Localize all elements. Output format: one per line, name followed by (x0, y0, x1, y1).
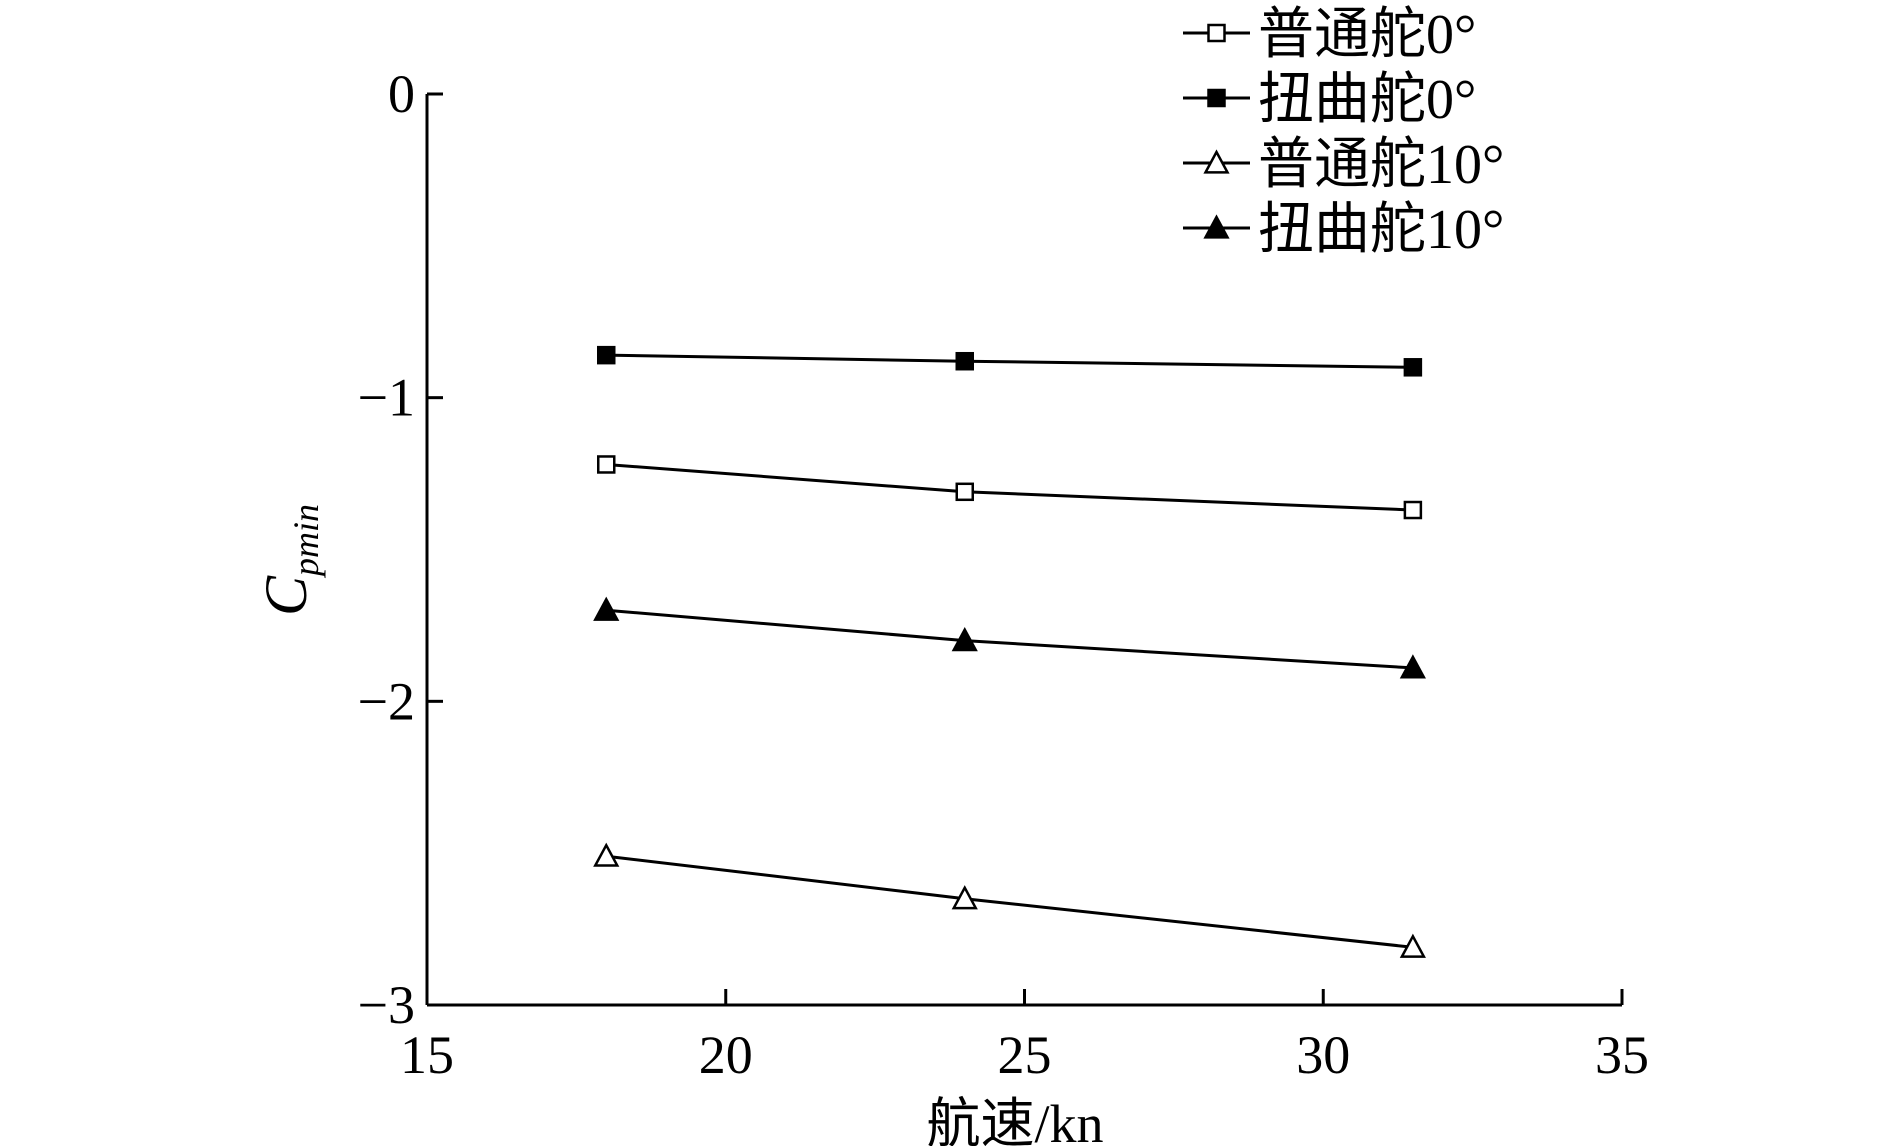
data-point (593, 596, 620, 621)
x-ticks: 15 20 25 30 35 (400, 989, 1649, 1085)
series-1 (597, 345, 1423, 377)
legend: 普通舵0°扭曲舵0°普通舵10°扭曲舵10° (1183, 4, 1504, 261)
data-point (951, 626, 978, 652)
legend-marker (1203, 214, 1230, 239)
x-tick-label: 15 (400, 1025, 454, 1085)
y-axis-label-main: C (253, 575, 319, 616)
y-tick-label: −1 (358, 368, 415, 428)
legend-item: 扭曲舵0° (1183, 69, 1476, 131)
y-axis-label: Cpmin (253, 504, 326, 616)
series-3 (593, 596, 1426, 679)
x-tick-label: 35 (1595, 1025, 1649, 1085)
legend-label: 普通舵10° (1258, 134, 1504, 196)
data-point (955, 482, 974, 502)
x-tick-label: 20 (699, 1025, 753, 1085)
legend-item: 普通舵10° (1183, 134, 1504, 196)
data-point (1399, 933, 1426, 958)
series-2 (593, 842, 1426, 958)
data-point (593, 842, 620, 867)
y-axis-label-sub: pmin (286, 504, 326, 579)
x-tick-label: 30 (1296, 1025, 1350, 1085)
series-0 (597, 455, 1423, 520)
legend-label: 扭曲舵0° (1258, 69, 1476, 131)
series-line (606, 608, 1413, 670)
data-point (1399, 654, 1426, 679)
x-tick-label: 25 (998, 1025, 1052, 1085)
y-tick-label: −3 (358, 975, 415, 1035)
x-axis-label: 航速/kn (926, 1094, 1103, 1146)
data-point (1403, 500, 1423, 520)
legend-marker (1207, 88, 1226, 108)
legend-label: 普通舵0° (1258, 4, 1476, 66)
series-line (606, 353, 1413, 369)
legend-marker (1207, 23, 1226, 43)
legend-label: 扭曲舵10° (1258, 199, 1504, 261)
legend-marker (1203, 149, 1230, 174)
series-layer (593, 345, 1426, 958)
y-tick-label: 0 (388, 64, 415, 124)
data-point (955, 351, 974, 371)
data-point (1403, 358, 1423, 377)
data-point (597, 455, 616, 474)
data-point (951, 885, 978, 910)
legend-item: 扭曲舵10° (1183, 199, 1504, 261)
series-line (606, 462, 1413, 512)
series-line (606, 854, 1414, 949)
data-point (597, 345, 616, 365)
y-tick-label: −2 (358, 671, 415, 731)
legend-item: 普通舵0° (1183, 4, 1476, 66)
y-ticks: 0 −1 −2 −3 (358, 64, 443, 1035)
